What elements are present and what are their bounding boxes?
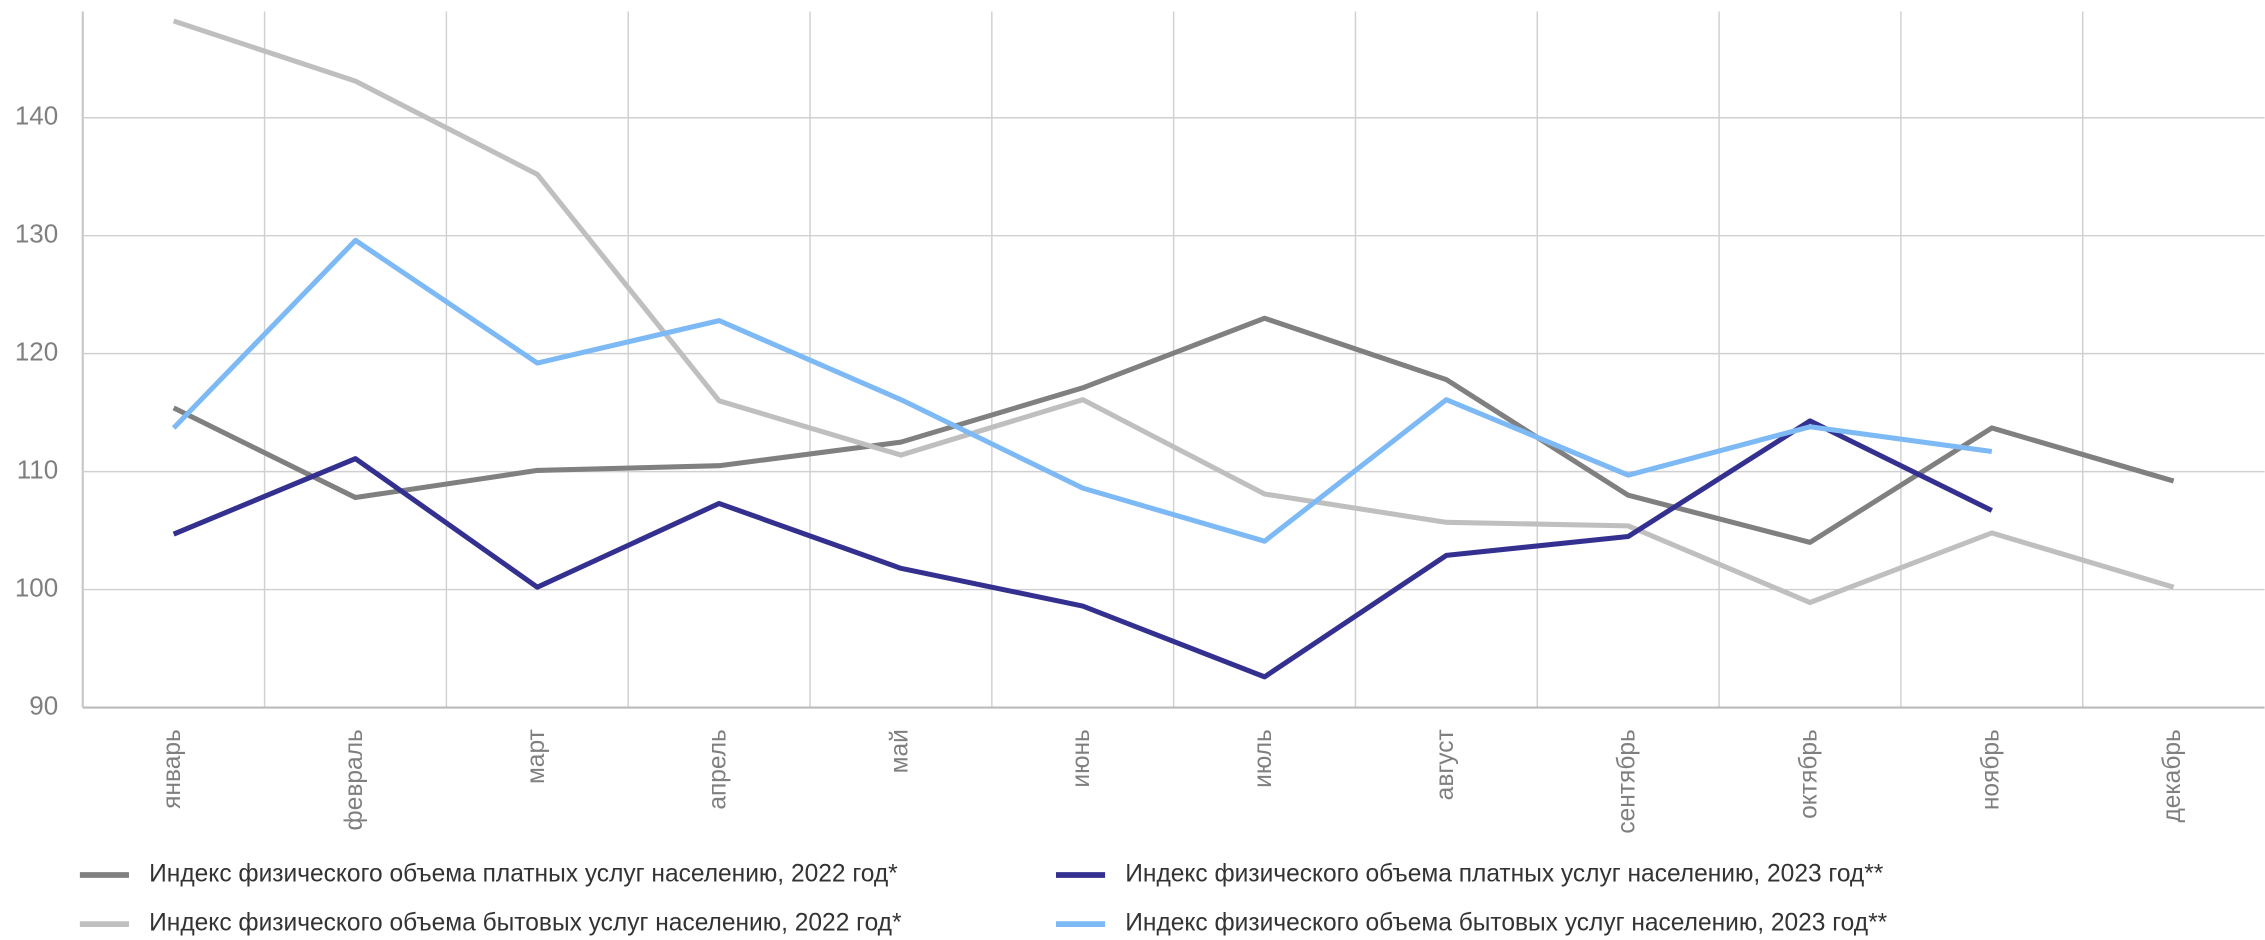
x-tick-label: июль [1250,729,1277,788]
series-line [172,315,2175,545]
x-tick-label: май [886,729,913,773]
y-tick-label: 100 [15,572,58,602]
x-tick-label: сентябрь [1614,729,1641,833]
x-tick-label: февраль [341,729,368,830]
x-tick-label: декабрь [2159,729,2186,822]
x-tick-label: апрель [705,729,732,810]
legend-label: Индекс физического объема бытовых услуг … [149,910,902,937]
y-tick-label: 120 [15,337,58,367]
x-tick-label: июнь [1068,729,1095,787]
y-tick-label: 110 [17,454,58,484]
x-tick-label: август [1432,729,1459,800]
x-tick-label: январь [159,729,186,809]
x-tick-label: октябрь [1795,729,1822,819]
y-tick-label: 90 [29,690,58,720]
y-tick-label: 130 [15,219,58,249]
x-tick-label: ноябрь [1977,729,2004,810]
x-tick-label: март [523,729,550,784]
y-tick-label: 140 [15,101,58,131]
series-line [172,418,1993,680]
series-line [171,237,1993,544]
series-line [172,18,2175,606]
legend-label: Индекс физического объема платных услуг … [149,861,898,888]
legend-label: Индекс физического объема платных услуг … [1125,861,1884,888]
legend-label: Индекс физического объема бытовых услуг … [1125,910,1887,937]
